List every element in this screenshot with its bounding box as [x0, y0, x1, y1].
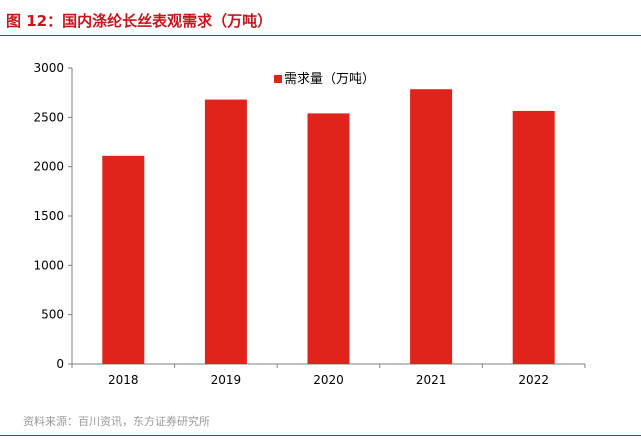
- bar-2020: [307, 113, 350, 365]
- title-divider: [0, 35, 641, 36]
- legend-label: 需求量（万吨）: [284, 72, 375, 87]
- y-tick-label: 1000: [33, 258, 64, 272]
- y-tick-label: 2000: [33, 160, 64, 174]
- bar-2021: [410, 89, 453, 365]
- bar-2019: [204, 99, 247, 364]
- x-tick-label: 2018: [108, 373, 139, 387]
- legend-swatch: [274, 75, 282, 83]
- x-tick-label: 2022: [518, 373, 549, 387]
- chart-bars: [102, 89, 555, 365]
- y-tick-label: 500: [41, 308, 64, 322]
- y-tick-label: 0: [56, 357, 64, 371]
- chart-legend: 需求量（万吨）: [274, 72, 375, 87]
- bar-2018: [102, 155, 145, 364]
- x-tick-label: 2021: [416, 373, 447, 387]
- source-note: 资料来源：百川资讯，东方证券研究所: [23, 415, 210, 428]
- figure-title: 图 12：国内涤纶长丝表观需求（万吨）: [6, 12, 273, 30]
- x-tick-label: 2019: [211, 373, 242, 387]
- chart-axes: 0 500 1000 1500 2000 2500 3000 2018 2019 2020 2021…: [33, 61, 586, 387]
- bottom-divider: [0, 435, 641, 436]
- y-tick-label: 1500: [33, 209, 64, 223]
- x-tick-label: 2020: [313, 373, 344, 387]
- y-tick-label: 2500: [33, 110, 64, 124]
- y-tick-label: 3000: [33, 61, 64, 75]
- bar-2022: [512, 110, 555, 364]
